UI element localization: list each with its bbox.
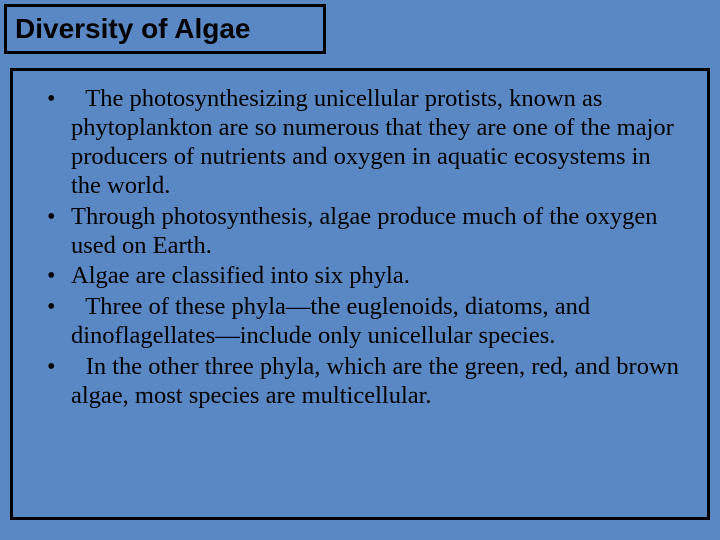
bullet-list: The photosynthesizing unicellular protis… bbox=[43, 85, 685, 411]
bullet-text: Three of these phyla—the euglenoids, dia… bbox=[71, 293, 590, 349]
bullet-text: The photosynthesizing unicellular protis… bbox=[71, 85, 674, 199]
slide: Diversity of Algae The photosynthesizing… bbox=[0, 0, 720, 540]
bullet-text: Through photosynthesis, algae produce mu… bbox=[71, 203, 658, 259]
slide-title: Diversity of Algae bbox=[15, 13, 250, 45]
list-item: The photosynthesizing unicellular protis… bbox=[43, 85, 685, 201]
bullet-text: Algae are classified into six phyla. bbox=[71, 262, 410, 289]
list-item: Through photosynthesis, algae produce mu… bbox=[43, 203, 685, 261]
list-item: Algae are classified into six phyla. bbox=[43, 262, 685, 291]
content-box: The photosynthesizing unicellular protis… bbox=[10, 68, 710, 520]
title-box: Diversity of Algae bbox=[4, 4, 326, 54]
list-item: In the other three phyla, which are the … bbox=[43, 353, 685, 411]
list-item: Three of these phyla—the euglenoids, dia… bbox=[43, 293, 685, 351]
bullet-text: In the other three phyla, which are the … bbox=[71, 353, 679, 409]
